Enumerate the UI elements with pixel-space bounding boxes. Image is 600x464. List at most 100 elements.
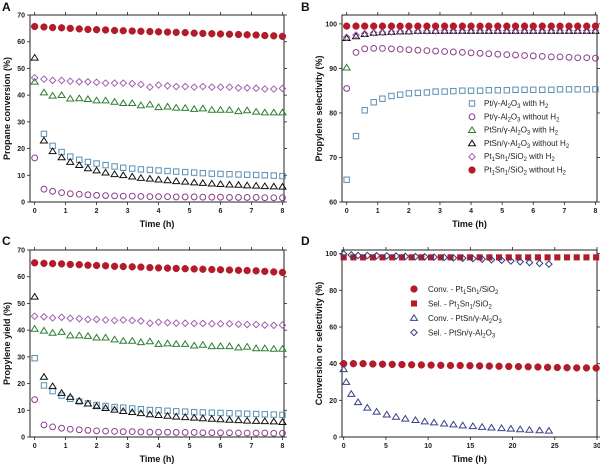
series-layer: [30, 259, 287, 437]
data-point: [128, 428, 136, 436]
data-point: [198, 178, 208, 186]
legend-marker: [409, 313, 419, 321]
y-tick-label: 60: [329, 200, 337, 207]
legend-text-part: 2: [482, 333, 486, 339]
data-point: [171, 412, 181, 420]
data-point: [57, 153, 67, 161]
legend-text-part: 1: [492, 157, 496, 163]
data-point: [145, 319, 154, 328]
data-point: [48, 313, 57, 322]
data-point: [487, 423, 496, 431]
data-point: [93, 160, 100, 167]
series-conv-pt1sn1-sio2: [340, 360, 600, 372]
data-point: [339, 365, 349, 373]
data-point: [154, 28, 163, 36]
data-point: [173, 168, 180, 175]
x-tick-label: 3: [126, 208, 130, 215]
legend-text-part: PtSn/γ-Al: [484, 126, 518, 135]
panel-a: A 0 1 2 3 4 5 6 7 8 0 10 20 30 40 50 60 70 Time (h) Propane…: [2, 0, 287, 229]
data-point: [529, 26, 538, 35]
plot-frame: [341, 14, 598, 203]
plot-frame: [341, 249, 598, 438]
legend-text-part: 2: [556, 117, 560, 123]
data-point: [93, 191, 100, 199]
data-point: [225, 105, 234, 113]
data-point: [180, 103, 190, 111]
y-tick-label: 70: [17, 13, 25, 20]
legend-text-part: 2: [524, 170, 528, 176]
data-point: [216, 30, 225, 38]
legend-item: Conv. - PtSn/γ-Al2O3: [409, 313, 502, 325]
legend-text-part: /SiO: [473, 300, 489, 309]
data-point: [592, 364, 600, 372]
data-point: [341, 377, 351, 385]
data-point: [234, 416, 243, 424]
legend-text-part: 3: [527, 130, 531, 136]
data-point: [524, 363, 532, 371]
data-point: [225, 266, 234, 274]
data-point: [111, 427, 118, 435]
x-tick-label: 0: [342, 443, 346, 450]
data-point: [118, 99, 128, 107]
data-point: [207, 179, 217, 187]
data-point: [372, 407, 382, 415]
data-point: [405, 46, 413, 54]
legend-text-part: 2: [508, 117, 512, 123]
data-point: [520, 22, 529, 30]
data-point: [39, 326, 49, 334]
data-point: [84, 191, 92, 199]
data-point: [48, 91, 58, 99]
legend-marker: [410, 300, 418, 307]
data-point: [511, 22, 520, 30]
legend-text-part: 1: [505, 157, 509, 163]
data-point: [92, 261, 101, 270]
data-point: [127, 336, 137, 344]
data-point: [234, 30, 243, 39]
data-point: [128, 263, 136, 271]
data-point: [388, 92, 395, 100]
data-point: [429, 418, 439, 426]
data-point: [456, 361, 464, 370]
data-point: [420, 252, 429, 261]
data-point: [110, 335, 119, 343]
data-point: [39, 136, 49, 144]
data-point: [494, 87, 501, 94]
data-point: [136, 317, 145, 325]
data-point: [92, 26, 101, 34]
data-point: [387, 22, 396, 30]
data-point: [118, 406, 128, 414]
data-point: [502, 26, 511, 35]
data-point: [591, 22, 600, 30]
data-point: [450, 87, 457, 95]
y-axis-label: Propylene yield (%): [2, 302, 12, 385]
data-point: [278, 84, 287, 93]
data-point: [66, 77, 75, 86]
data-point: [225, 30, 234, 38]
data-point: [278, 268, 287, 277]
data-point: [363, 251, 372, 260]
legend-text-part: Conv. - PtSn/γ-Al: [428, 314, 489, 323]
data-point: [535, 426, 545, 434]
data-point: [120, 404, 127, 411]
data-point: [40, 259, 48, 268]
data-point: [378, 28, 387, 36]
data-point: [270, 172, 277, 179]
data-point: [369, 28, 378, 37]
data-point: [565, 26, 573, 35]
data-point: [592, 86, 599, 93]
data-point: [538, 22, 546, 30]
data-point: [48, 328, 58, 336]
data-point: [92, 333, 102, 341]
data-point: [145, 100, 155, 108]
data-point: [252, 84, 261, 93]
data-point: [226, 171, 233, 178]
data-point: [468, 254, 477, 263]
data-point: [269, 182, 279, 190]
data-point: [137, 406, 145, 413]
y-axis-label: Propane conversion (%): [2, 57, 12, 160]
data-point: [449, 48, 457, 56]
data-point: [512, 51, 519, 59]
data-point: [440, 26, 449, 35]
legend-text-part: with H: [530, 126, 555, 135]
data-point: [66, 260, 74, 269]
